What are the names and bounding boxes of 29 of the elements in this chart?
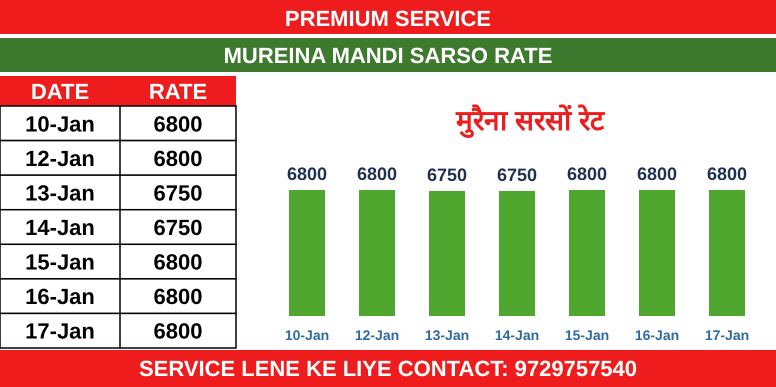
data-label: 6800	[286, 164, 328, 184]
data-label: 6750	[154, 180, 202, 206]
x-tick-label: 17-Jan	[704, 327, 750, 343]
data-label: 6800	[154, 318, 202, 344]
x-tick-label: 13-Jan	[424, 327, 470, 343]
chart-title: मुरैना सरसों रेट	[455, 104, 605, 138]
data-label: 6800	[154, 111, 202, 136]
category-label: 10-Jan	[25, 111, 95, 136]
data-label: 6800	[706, 164, 748, 184]
x-tick-label: 16-Jan	[634, 327, 680, 343]
data-label: 6800	[566, 164, 608, 184]
x-tick-label: 10-Jan	[284, 327, 330, 343]
data-label: 6750	[496, 164, 538, 185]
x-tick-label: 15-Jan	[564, 327, 610, 343]
category-label: 16-Jan	[25, 284, 95, 310]
data-label: 6750	[154, 215, 202, 240]
data-label: 6800	[154, 250, 202, 275]
data-label: 6800	[154, 146, 202, 171]
category-label: 14-Jan	[25, 215, 95, 240]
data-label: 6800	[154, 284, 202, 310]
category-label: 12-Jan	[25, 146, 95, 171]
data-label: 6750	[426, 164, 468, 185]
data-label: 6800	[636, 164, 678, 184]
table: DATE RATE 10-Jan 6800 12-Jan 6800 13-Jan 6750 14-Jan 6750 15-Jan 6800 16-Jan 6800 17-Jan 6800	[0, 76, 237, 349]
category-label: 15-Jan	[25, 250, 95, 275]
data-label: 6800	[356, 164, 398, 184]
x-tick-label: 12-Jan	[354, 327, 400, 343]
x-tick-label: 14-Jan	[494, 327, 540, 343]
category-label: 13-Jan	[25, 180, 95, 206]
